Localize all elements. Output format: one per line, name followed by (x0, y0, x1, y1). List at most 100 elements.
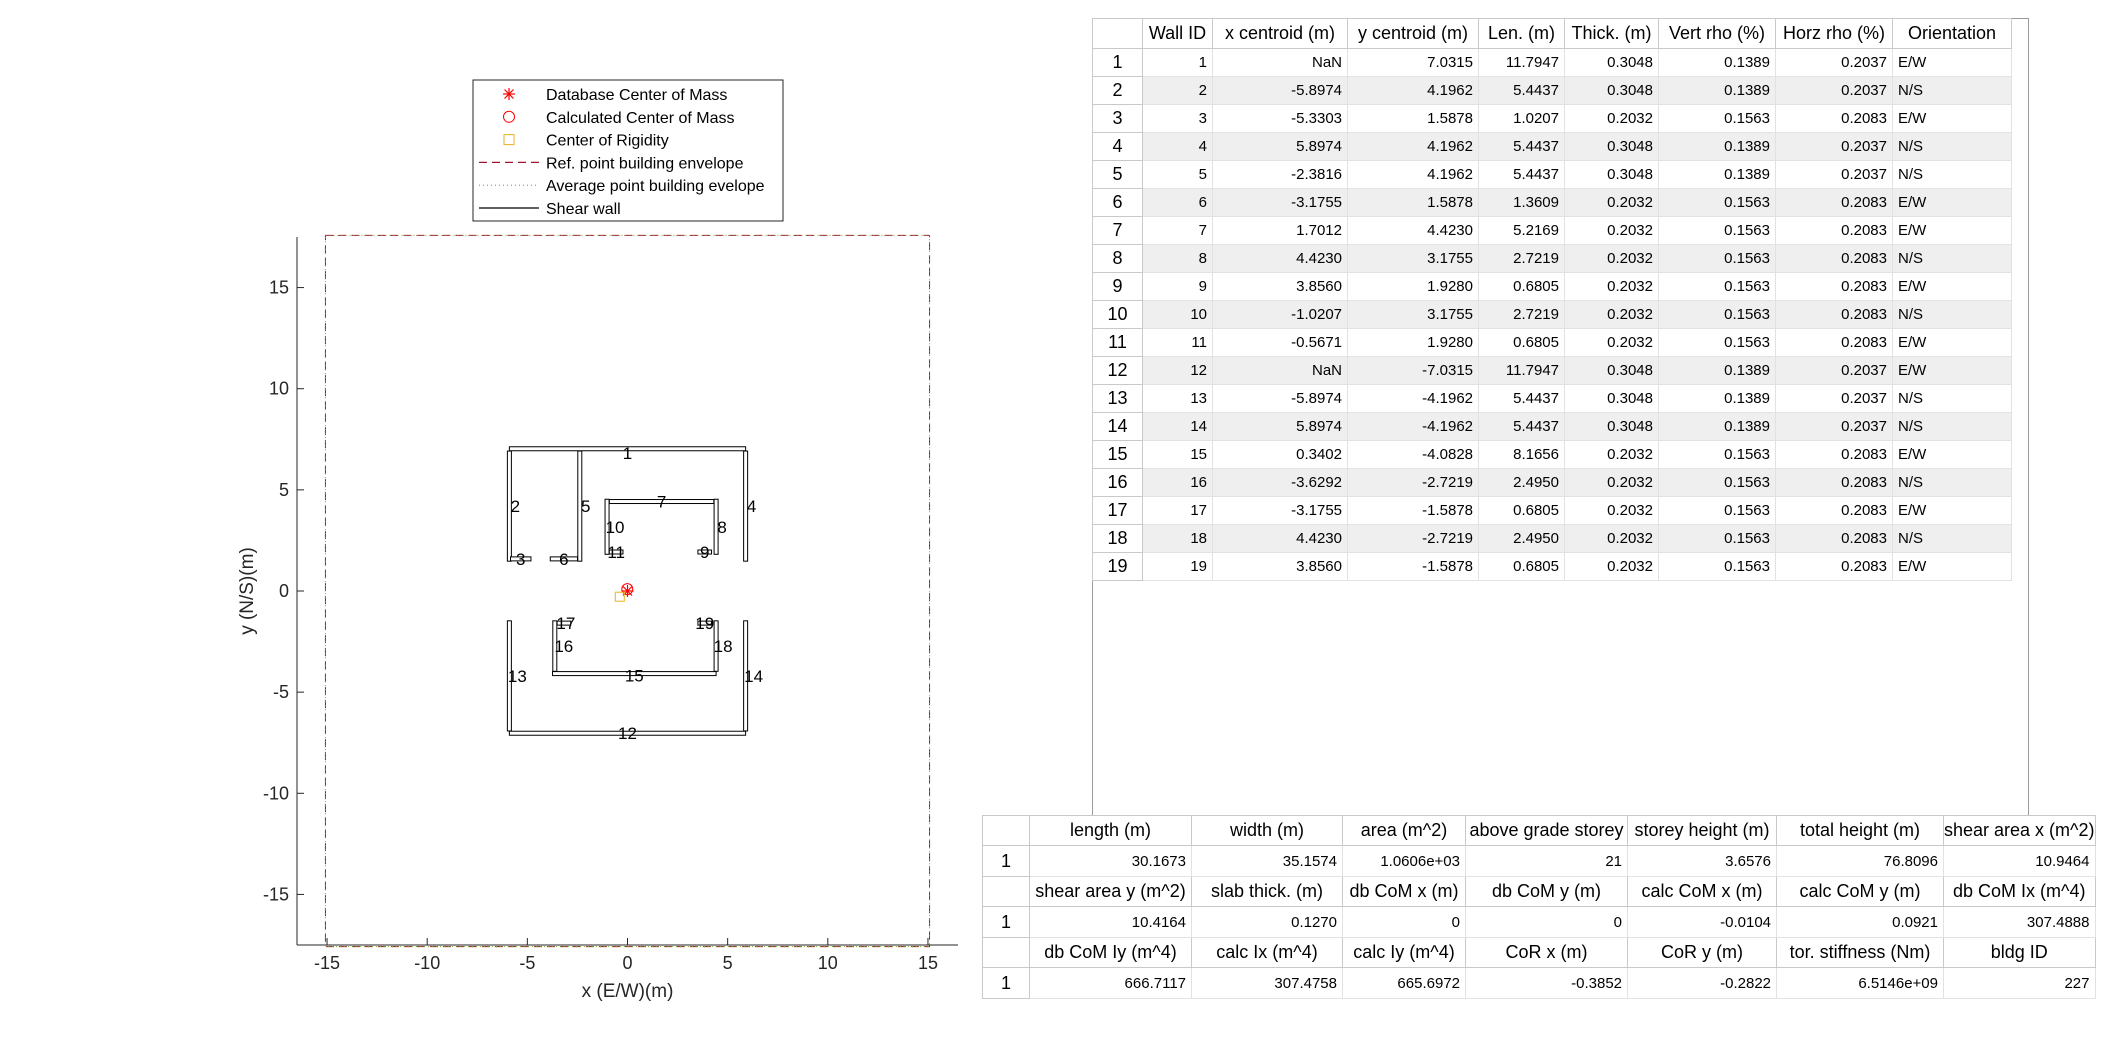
table-cell[interactable]: -3.6292 (1212, 468, 1348, 497)
table-cell[interactable]: 4.4230 (1347, 216, 1479, 245)
table-cell[interactable]: -2.7219 (1347, 524, 1479, 553)
row-header[interactable]: 1 (982, 967, 1030, 999)
table-cell[interactable]: 0.2037 (1775, 76, 1893, 105)
table-cell[interactable]: 15 (1142, 440, 1213, 469)
table-cell[interactable]: 6 (1142, 188, 1213, 217)
table-cell[interactable]: 5.2169 (1478, 216, 1565, 245)
table-cell[interactable]: 5.4437 (1478, 412, 1565, 441)
wall-table-header-6[interactable]: Horz rho (%) (1775, 18, 1893, 49)
table-cell[interactable]: 4.1962 (1347, 76, 1479, 105)
property-value[interactable]: 3.6576 (1627, 845, 1777, 877)
table-cell[interactable]: -7.0315 (1347, 356, 1479, 385)
table-cell[interactable]: 1.3609 (1478, 188, 1565, 217)
property-value[interactable]: 0 (1465, 906, 1628, 938)
table-row[interactable]: 16 16 -3.6292 -2.7219 2.4950 0.2032 0.1563 0.20… (1092, 468, 2012, 497)
table-cell[interactable]: 1.9280 (1347, 328, 1479, 357)
property-header[interactable]: db CoM y (m) (1465, 876, 1628, 907)
table-cell[interactable]: 18 (1142, 524, 1213, 553)
table-cell[interactable]: 0.1389 (1658, 160, 1776, 189)
property-header[interactable]: bldg ID (1943, 937, 2096, 968)
property-value[interactable]: 21 (1465, 845, 1628, 877)
property-value[interactable]: 1.0606e+03 (1342, 845, 1466, 877)
table-cell[interactable]: 0.3048 (1564, 76, 1659, 105)
properties-value-row[interactable]: 1 10.4164 0.1270 0 0 -0.0104 0.0921 307.4888 (982, 906, 2096, 938)
table-cell[interactable]: 1.5878 (1347, 104, 1479, 133)
table-cell[interactable]: 0.2032 (1564, 104, 1659, 133)
property-header[interactable]: calc CoM y (m) (1776, 876, 1944, 907)
table-cell[interactable]: 8 (1142, 244, 1213, 273)
table-cell[interactable]: 11.7947 (1478, 356, 1565, 385)
table-cell[interactable]: 0.3048 (1564, 412, 1659, 441)
table-cell[interactable]: 5.4437 (1478, 76, 1565, 105)
table-cell[interactable]: 8.1656 (1478, 440, 1565, 469)
table-row[interactable]: 2 2 -5.8974 4.1962 5.4437 0.3048 0.1389 0.2037 N… (1092, 76, 2012, 105)
table-cell[interactable]: 12 (1142, 356, 1213, 385)
table-row[interactable]: 7 7 1.7012 4.4230 5.2169 0.2032 0.1563 0.2083 E/… (1092, 216, 2012, 245)
table-cell[interactable]: 0.6805 (1478, 496, 1565, 525)
table-cell[interactable]: 2.4950 (1478, 468, 1565, 497)
table-cell[interactable]: 11 (1142, 328, 1213, 357)
table-row[interactable]: 19 19 3.8560 -1.5878 0.6805 0.2032 0.1563 0.208… (1092, 552, 2012, 581)
table-cell[interactable]: 4.4230 (1212, 524, 1348, 553)
row-header[interactable]: 7 (1092, 216, 1143, 245)
table-cell[interactable]: 0.1563 (1658, 496, 1776, 525)
table-cell[interactable]: 3 (1142, 104, 1213, 133)
table-cell[interactable]: 2.7219 (1478, 244, 1565, 273)
table-cell[interactable]: 3.1755 (1347, 244, 1479, 273)
property-header[interactable]: shear area x (m^2) (1943, 815, 2096, 846)
row-header[interactable]: 3 (1092, 104, 1143, 133)
property-value[interactable]: 35.1574 (1191, 845, 1343, 877)
table-cell[interactable]: 0.2032 (1564, 300, 1659, 329)
table-cell[interactable]: 11.7947 (1478, 48, 1565, 77)
property-header[interactable]: above grade storey (1465, 815, 1628, 846)
table-cell[interactable]: 0.3048 (1564, 160, 1659, 189)
table-cell[interactable]: 0.2032 (1564, 524, 1659, 553)
property-header[interactable]: area (m^2) (1342, 815, 1466, 846)
property-header[interactable]: CoR y (m) (1627, 937, 1777, 968)
table-cell[interactable]: 4 (1142, 132, 1213, 161)
table-cell[interactable]: 5.4437 (1478, 132, 1565, 161)
property-header[interactable]: total height (m) (1776, 815, 1944, 846)
table-cell[interactable]: 0.6805 (1478, 328, 1565, 357)
property-header[interactable]: length (m) (1029, 815, 1192, 846)
property-value[interactable]: -0.3852 (1465, 967, 1628, 999)
row-header[interactable]: 15 (1092, 440, 1143, 469)
table-cell[interactable]: 19 (1142, 552, 1213, 581)
table-row[interactable]: 17 17 -3.1755 -1.5878 0.6805 0.2032 0.1563 0.20… (1092, 496, 2012, 525)
property-value[interactable]: -0.0104 (1627, 906, 1777, 938)
table-cell[interactable]: E/W (1892, 496, 2012, 525)
row-header[interactable]: 17 (1092, 496, 1143, 525)
table-cell[interactable]: N/S (1892, 468, 2012, 497)
table-cell[interactable]: 0.1389 (1658, 48, 1776, 77)
table-cell[interactable]: 0.1389 (1658, 412, 1776, 441)
property-value[interactable]: 666.7117 (1029, 967, 1192, 999)
row-header[interactable]: 18 (1092, 524, 1143, 553)
table-cell[interactable]: 0.2037 (1775, 160, 1893, 189)
row-header[interactable]: 12 (1092, 356, 1143, 385)
table-cell[interactable]: N/S (1892, 384, 2012, 413)
table-cell[interactable]: -1.0207 (1212, 300, 1348, 329)
table-cell[interactable]: 0.2032 (1564, 188, 1659, 217)
table-cell[interactable]: E/W (1892, 216, 2012, 245)
table-cell[interactable]: 0.1563 (1658, 272, 1776, 301)
table-cell[interactable]: E/W (1892, 48, 2012, 77)
table-cell[interactable]: 0.1563 (1658, 188, 1776, 217)
table-cell[interactable]: 0.1389 (1658, 132, 1776, 161)
table-cell[interactable]: 0.2083 (1775, 188, 1893, 217)
row-header[interactable]: 2 (1092, 76, 1143, 105)
table-row[interactable]: 1 1 NaN 7.0315 11.7947 0.3048 0.1389 0.2037 E/W (1092, 48, 2012, 77)
table-cell[interactable]: 1.9280 (1347, 272, 1479, 301)
table-cell[interactable]: 0.1563 (1658, 244, 1776, 273)
wall-table-header-3[interactable]: Len. (m) (1478, 18, 1565, 49)
table-cell[interactable]: 4.4230 (1212, 244, 1348, 273)
table-cell[interactable]: 4.1962 (1347, 160, 1479, 189)
table-cell[interactable]: -2.3816 (1212, 160, 1348, 189)
table-cell[interactable]: 13 (1142, 384, 1213, 413)
row-header[interactable]: 5 (1092, 160, 1143, 189)
table-cell[interactable]: 0.1389 (1658, 384, 1776, 413)
table-cell[interactable]: 1.7012 (1212, 216, 1348, 245)
table-cell[interactable]: -4.1962 (1347, 384, 1479, 413)
property-value[interactable]: 0.0921 (1776, 906, 1944, 938)
table-cell[interactable]: 0.2083 (1775, 496, 1893, 525)
table-cell[interactable]: 0.2032 (1564, 328, 1659, 357)
